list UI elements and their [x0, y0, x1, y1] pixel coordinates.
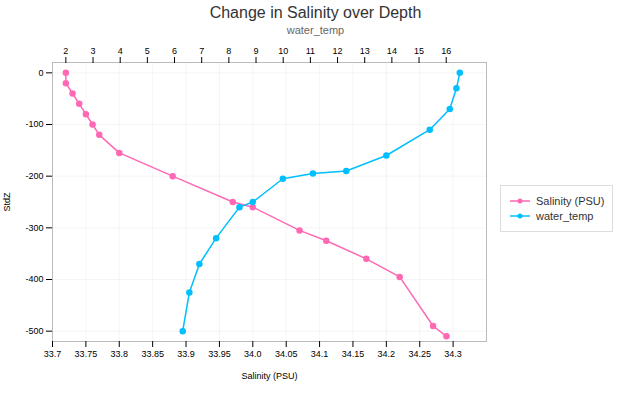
svg-text:33.75: 33.75 — [75, 349, 98, 359]
svg-text:34.25: 34.25 — [408, 349, 431, 359]
svg-text:11: 11 — [306, 46, 315, 56]
svg-text:34.05: 34.05 — [275, 349, 298, 359]
svg-text:8: 8 — [226, 46, 231, 56]
svg-text:13: 13 — [360, 46, 370, 56]
svg-text:34.3: 34.3 — [444, 349, 462, 359]
svg-text:-100: -100 — [25, 119, 43, 129]
svg-text:16: 16 — [441, 46, 451, 56]
svg-text:33.85: 33.85 — [141, 349, 164, 359]
html-text:Change in Salinity over Depth: Change in Salinity over Depth — [209, 4, 422, 21]
svg-text:15: 15 — [414, 46, 424, 56]
svg-text:9: 9 — [254, 46, 259, 56]
html-text:Salinity (PSU): Salinity (PSU) — [536, 195, 605, 207]
svg-text:34.15: 34.15 — [342, 349, 365, 359]
svg-text:7: 7 — [199, 46, 204, 56]
svg-text:33.9: 33.9 — [177, 349, 195, 359]
svg-text:4: 4 — [118, 46, 123, 56]
html-text:water_temp: water_temp — [536, 210, 594, 222]
svg-text:33.95: 33.95 — [208, 349, 231, 359]
svg-text:StdZ: StdZ — [2, 192, 12, 212]
svg-text:-400: -400 — [25, 274, 43, 284]
svg-text:3: 3 — [91, 46, 96, 56]
svg-text:34.2: 34.2 — [378, 349, 396, 359]
svg-text:2: 2 — [63, 46, 68, 56]
svg-text:34.0: 34.0 — [244, 349, 262, 359]
svg-text:-500: -500 — [25, 326, 43, 336]
svg-text:33.8: 33.8 — [111, 349, 129, 359]
html-text:water_temp: water_temp — [286, 24, 345, 36]
svg-text:12: 12 — [333, 46, 343, 56]
svg-text:14: 14 — [387, 46, 397, 56]
svg-text:Salinity (PSU): Salinity (PSU) — [241, 371, 297, 381]
svg-text:-300: -300 — [25, 223, 43, 233]
svg-text:-200: -200 — [25, 171, 43, 181]
svg-text:6: 6 — [172, 46, 177, 56]
svg-text:0: 0 — [38, 68, 43, 78]
svg-text:34.1: 34.1 — [311, 349, 329, 359]
svg-text:5: 5 — [145, 46, 150, 56]
svg-text:10: 10 — [278, 46, 288, 56]
svg-text:33.7: 33.7 — [44, 349, 62, 359]
